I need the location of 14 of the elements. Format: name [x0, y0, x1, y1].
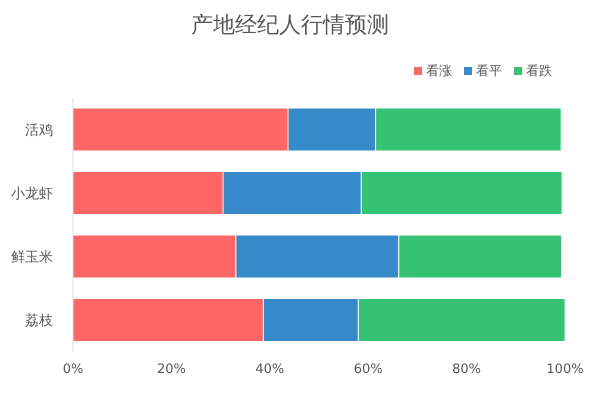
x-tick-label: 80%: [452, 362, 482, 378]
x-tick-label: 20%: [156, 362, 186, 378]
x-tick-label: 40%: [255, 362, 284, 378]
y-tick-label: 小龙虾: [11, 186, 53, 202]
x-tick-label: 60%: [354, 362, 383, 378]
chart-title: 产地经纪人行情预测: [190, 12, 390, 40]
y-tick-label: 荔枝: [25, 313, 53, 330]
y-tick-label: 活鸡: [25, 122, 53, 139]
y-tick-label: 鲜玉米: [11, 250, 53, 266]
legend-label: 看涨: [426, 63, 452, 80]
x-tick-label: 100%: [546, 362, 584, 378]
legend-label: 看跌: [526, 63, 552, 80]
x-tick-label: 0%: [62, 362, 84, 378]
legend-label: 看平: [476, 63, 502, 80]
